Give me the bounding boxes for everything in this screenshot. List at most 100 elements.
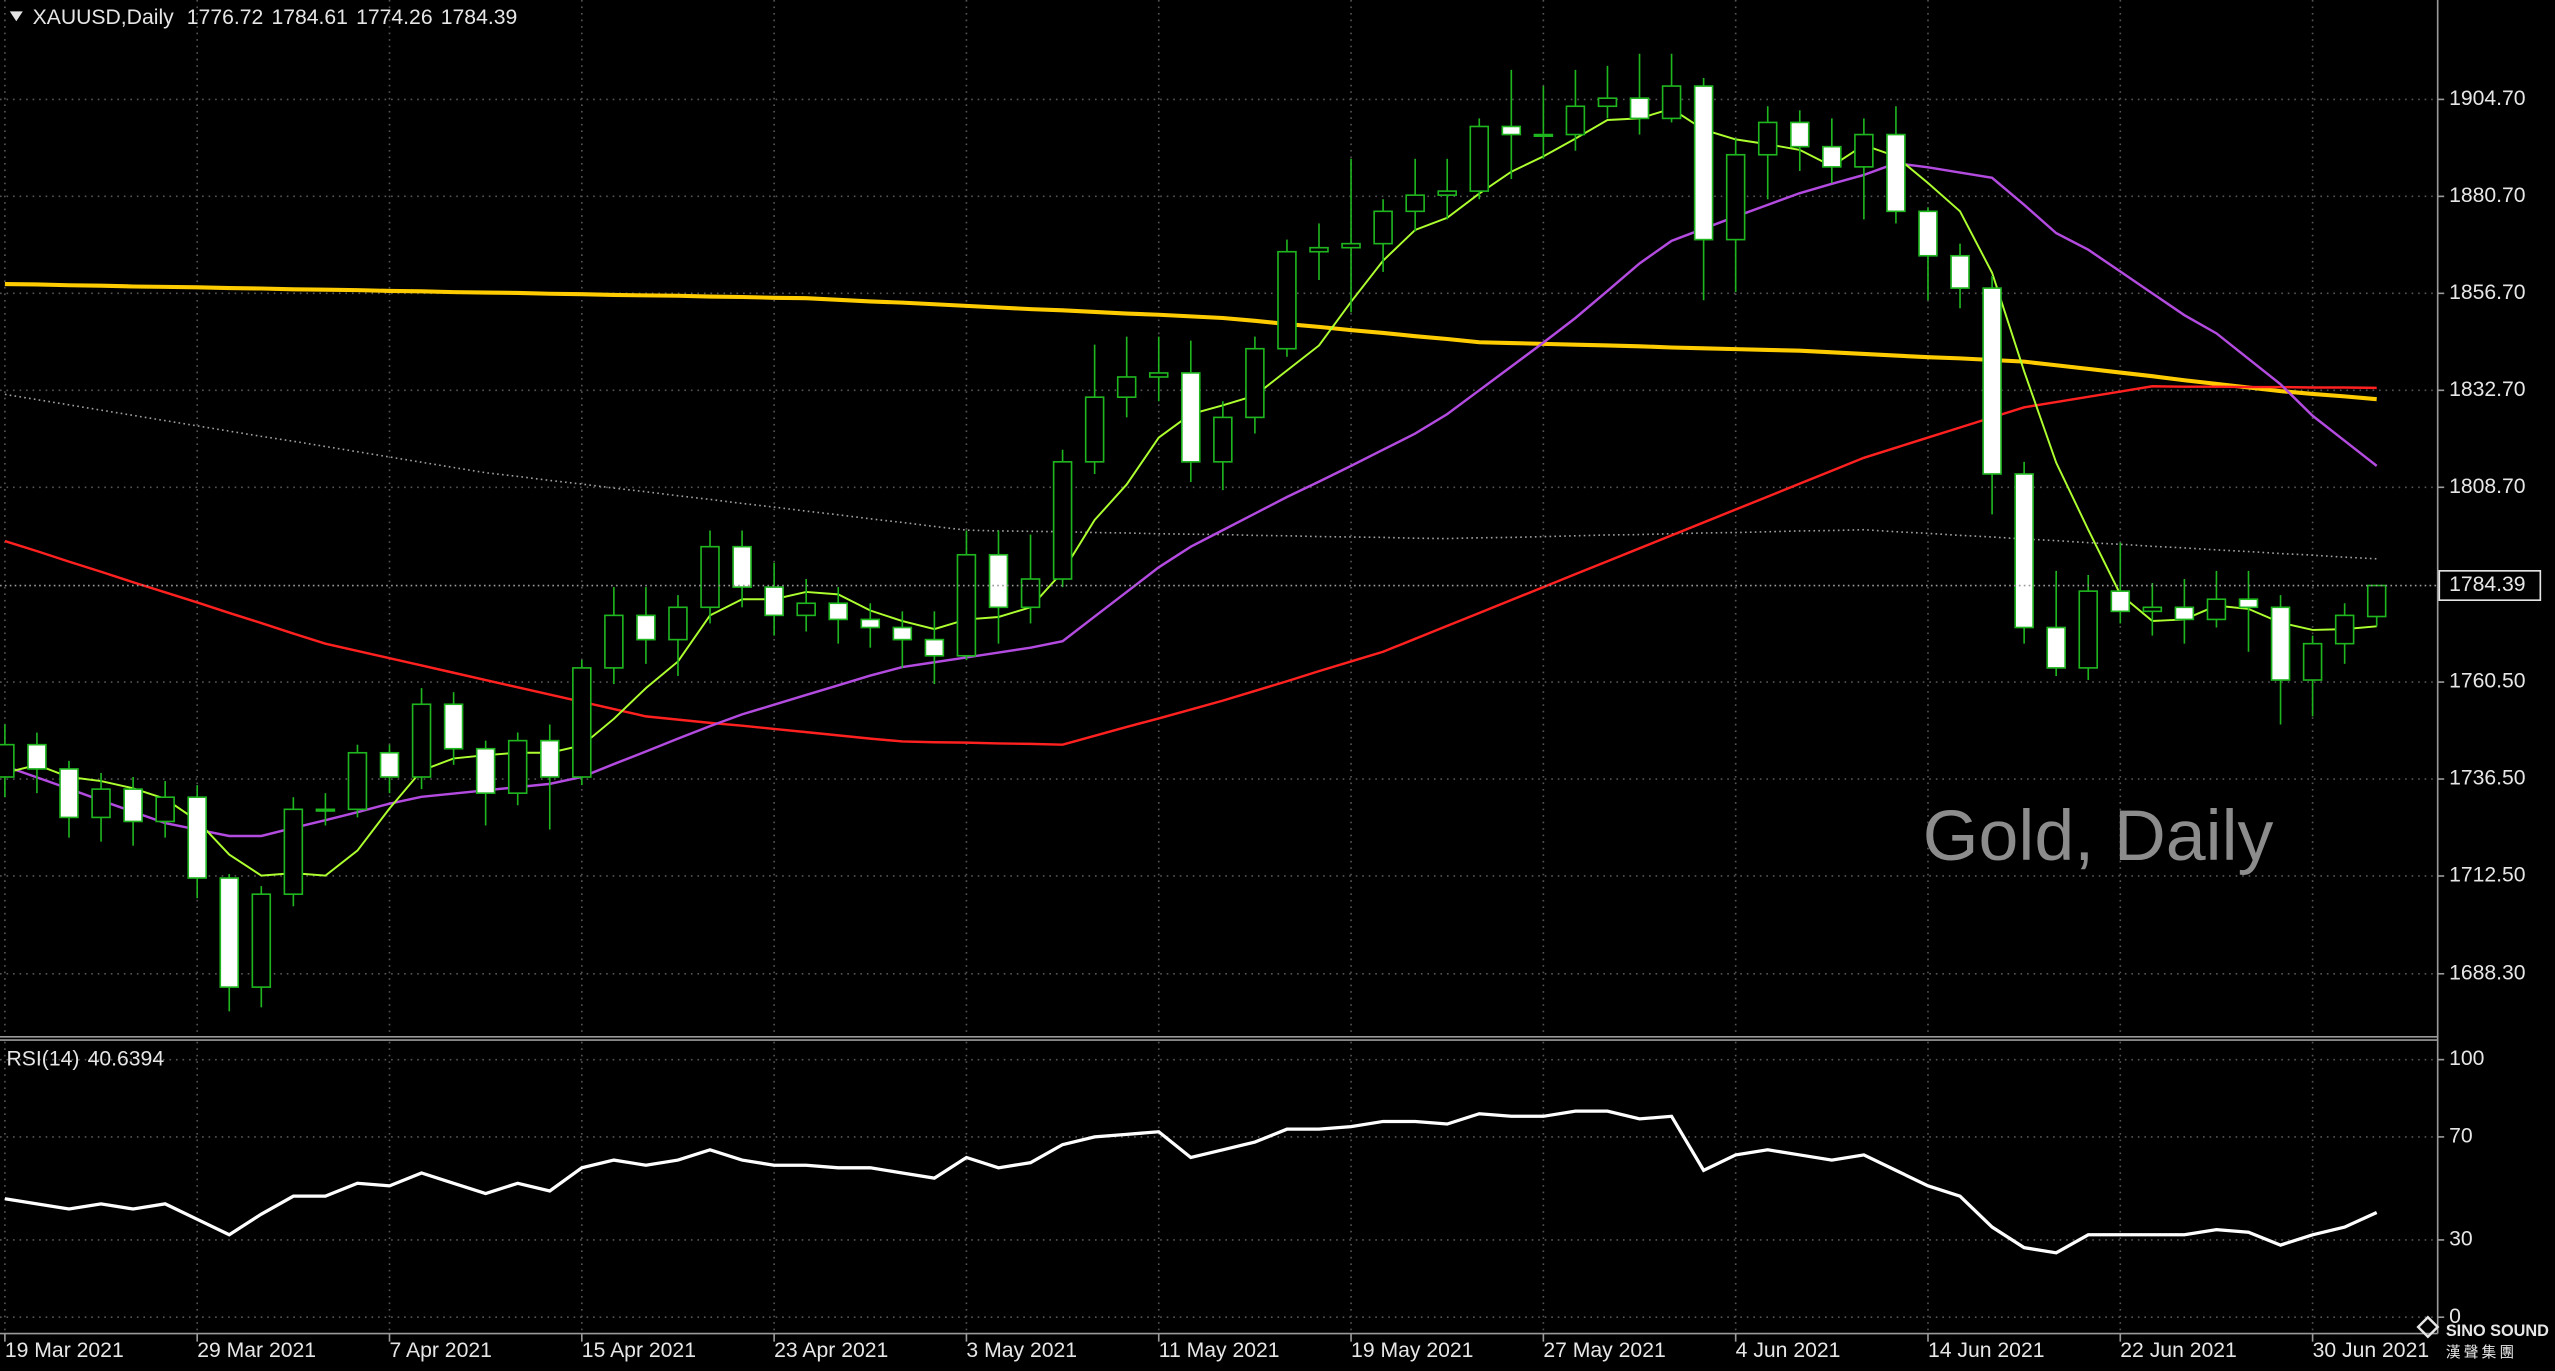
moving-average	[4, 385, 2377, 746]
candle-body	[636, 614, 656, 641]
candle-body	[1629, 97, 1650, 120]
x-tick-label: 15 Apr 2021	[582, 1339, 696, 1362]
y-tick-label: 1808.70	[2449, 475, 2526, 498]
candle-body	[700, 545, 720, 609]
candle-body	[2366, 584, 2387, 618]
candle-body	[347, 751, 368, 811]
candle-body	[1405, 194, 1425, 213]
candle-body	[315, 808, 336, 812]
candle-body	[892, 626, 913, 641]
x-tick-label: 29 Mar 2021	[197, 1339, 316, 1362]
candle-body	[1950, 254, 1970, 289]
candle-body	[1084, 396, 1105, 463]
candle-body	[443, 703, 464, 750]
moving-average	[4, 161, 2378, 838]
x-tick-label: 7 Apr 2021	[390, 1339, 492, 1362]
rsi-panel	[4, 1109, 2378, 1255]
candle-body	[860, 618, 881, 629]
y-tick-label: 1688.30	[2449, 961, 2526, 984]
candle-body	[1245, 347, 1265, 419]
candle-body	[187, 796, 207, 879]
watermark: Gold, Daily	[1923, 796, 2274, 876]
candle-body	[1277, 250, 1297, 350]
candle-body	[2334, 614, 2355, 645]
x-tick-label: 23 Apr 2021	[774, 1339, 888, 1362]
candle-body	[155, 796, 175, 823]
candle-body	[2014, 473, 2034, 629]
candle-body	[2078, 590, 2099, 669]
menu-arrow[interactable]	[9, 11, 23, 22]
candle-body	[2206, 598, 2227, 621]
moving-average	[4, 282, 2377, 402]
y-tick-label: 70	[2449, 1124, 2473, 1147]
x-tick-label: 30 Jun 2021	[2313, 1339, 2430, 1362]
candle-body	[1148, 372, 1169, 378]
candle-body	[572, 667, 592, 778]
x-tick-label: 19 Mar 2021	[5, 1339, 124, 1362]
candle-body	[764, 586, 784, 617]
y-tick-label: 0	[2449, 1305, 2461, 1328]
candle-body	[2110, 590, 2131, 613]
candle-body	[1597, 97, 1618, 108]
rsi-line	[4, 1109, 2378, 1255]
candle-body	[91, 788, 111, 819]
candle-body	[411, 703, 432, 778]
y-tick-label: 1832.70	[2449, 378, 2526, 401]
y-tick-label: 1736.50	[2449, 767, 2526, 790]
candle-body	[1020, 578, 1041, 609]
candle-body	[956, 553, 977, 657]
candle-body	[796, 602, 816, 617]
candle-body	[1982, 287, 2002, 475]
candle-body	[2270, 606, 2291, 681]
y-tick-label: 1760.50	[2449, 670, 2526, 693]
y-tick-label: 1712.50	[2449, 864, 2526, 887]
candle-body	[924, 638, 945, 657]
logo-subtitle: 漢聲集團	[2446, 1344, 2518, 1361]
open: 1776.72	[187, 6, 264, 29]
x-tick-label: 14 Jun 2021	[1928, 1339, 2045, 1362]
candle-body	[475, 747, 496, 794]
symbol: XAUUSD,Daily	[33, 6, 175, 29]
candle-body	[539, 739, 560, 778]
rsi-title: RSI(14)	[7, 1047, 80, 1070]
candle-body	[27, 743, 47, 770]
candle-body	[251, 893, 272, 988]
candle-body	[2046, 626, 2066, 669]
candle-body	[0, 743, 15, 778]
logo-name: SINO SOUND	[2446, 1322, 2549, 1340]
candle-body	[732, 545, 752, 588]
candle-body	[1501, 125, 1522, 136]
candle-body	[1213, 416, 1233, 463]
y-tick-label: 1880.70	[2449, 184, 2526, 207]
candle-body	[1789, 121, 1810, 148]
candle-body	[988, 553, 1009, 609]
candle-body	[1181, 372, 1201, 463]
y-tick-label: 100	[2449, 1047, 2484, 1070]
x-tick-label: 11 May 2021	[1159, 1339, 1280, 1362]
chart-header: XAUUSD,Daily 1776.72 1784.61 1774.26 1784.39	[33, 6, 518, 29]
candle-body	[2142, 606, 2163, 613]
candle-body	[123, 788, 143, 823]
x-tick-label: 4 Jun 2021	[1736, 1339, 1841, 1362]
candle-body	[1725, 153, 1746, 241]
candle-body	[1854, 133, 1874, 168]
candle-body	[379, 751, 400, 778]
rsi-value: 40.6394	[88, 1047, 165, 1070]
logo-icon	[2416, 1315, 2440, 1339]
candle-body	[1693, 85, 1714, 241]
x-tick-label: 22 Jun 2021	[2120, 1339, 2237, 1362]
candle-body	[1822, 145, 1842, 168]
candle-body	[1886, 133, 1906, 213]
high: 1784.61	[271, 6, 348, 29]
candle-body	[1661, 85, 1682, 120]
x-tick-label: 19 May 2021	[1351, 1339, 1473, 1362]
candle-body	[2302, 642, 2323, 681]
candle-body	[1533, 133, 1554, 137]
candle-body	[1757, 121, 1778, 156]
logo: SINO SOUND 漢聲集團	[2416, 1315, 2549, 1361]
y-tick-label: 1904.70	[2449, 87, 2526, 110]
close: 1784.39	[441, 6, 518, 29]
candle-body	[828, 602, 849, 621]
